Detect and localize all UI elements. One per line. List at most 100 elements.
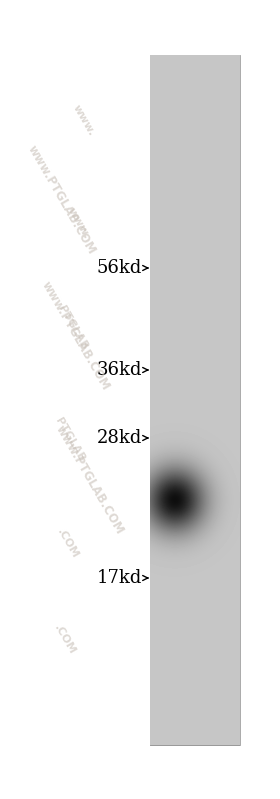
Bar (150, 586, 240, 590)
Bar (150, 255, 240, 258)
Text: .COM: .COM (52, 622, 77, 656)
Bar (150, 441, 240, 445)
Bar (150, 407, 240, 410)
Bar (150, 117, 240, 121)
Bar (150, 142, 240, 145)
Bar (150, 439, 240, 443)
Text: PTGLAB: PTGLAB (56, 304, 89, 352)
Bar (150, 642, 240, 645)
Bar (150, 168, 240, 171)
Bar (150, 82, 240, 86)
Bar (150, 650, 240, 654)
Bar (150, 359, 240, 362)
Bar (150, 333, 240, 336)
Bar (150, 304, 240, 307)
Bar (150, 618, 240, 622)
Bar (150, 234, 240, 237)
Bar (150, 85, 240, 88)
Bar (150, 453, 240, 456)
Bar (150, 704, 240, 707)
Bar (150, 251, 240, 254)
Bar (150, 331, 240, 334)
Bar (150, 423, 240, 427)
Bar (150, 152, 240, 155)
Bar (150, 681, 240, 684)
Bar (150, 710, 240, 714)
Bar (150, 119, 240, 123)
Bar (150, 386, 240, 389)
Text: www.: www. (66, 206, 91, 241)
Bar (150, 121, 240, 125)
Bar (150, 419, 240, 422)
Bar (150, 241, 240, 244)
Bar (150, 552, 240, 555)
Bar (150, 207, 240, 210)
Bar (150, 506, 240, 509)
Bar (150, 676, 240, 679)
Bar (150, 529, 240, 532)
Bar (150, 193, 240, 197)
Bar (150, 671, 240, 674)
Bar (150, 469, 240, 472)
Bar (150, 455, 240, 459)
Bar (150, 658, 240, 661)
Bar (150, 173, 240, 176)
Bar (150, 427, 240, 431)
Bar (150, 437, 240, 440)
Bar (150, 538, 240, 541)
Bar (150, 568, 240, 571)
Bar (150, 232, 240, 236)
Bar (150, 561, 240, 564)
Bar (150, 92, 240, 95)
Bar (150, 129, 240, 132)
Bar (150, 733, 240, 737)
Bar (150, 103, 240, 106)
Bar (150, 702, 240, 705)
Bar (150, 579, 240, 582)
Bar (150, 669, 240, 673)
Bar (150, 527, 240, 530)
Bar (150, 191, 240, 194)
Bar (150, 476, 240, 479)
Bar (150, 271, 240, 275)
Bar (150, 315, 240, 318)
Bar (150, 573, 240, 576)
Bar (150, 349, 240, 352)
Bar (150, 205, 240, 208)
Bar (150, 425, 240, 428)
Bar (150, 610, 240, 613)
Bar (150, 467, 240, 470)
Bar (150, 126, 240, 129)
Bar (150, 370, 240, 373)
Bar (150, 165, 240, 169)
Bar (150, 446, 240, 449)
Bar (150, 706, 240, 710)
Bar (150, 288, 240, 291)
Bar (150, 269, 240, 272)
Bar (150, 513, 240, 516)
Bar (150, 136, 240, 139)
Bar (150, 317, 240, 320)
Bar (150, 137, 240, 141)
Bar (150, 365, 240, 369)
Bar (150, 718, 240, 721)
Bar (150, 639, 240, 642)
Bar (150, 195, 240, 199)
Bar (150, 345, 240, 348)
Bar (150, 154, 240, 157)
Bar (150, 322, 240, 325)
Bar (150, 301, 240, 304)
Bar (150, 459, 240, 463)
Bar (150, 289, 240, 293)
Bar (150, 637, 240, 640)
Bar (150, 632, 240, 635)
Bar (150, 534, 240, 537)
Bar (150, 58, 240, 61)
Bar (150, 170, 240, 173)
Bar (150, 124, 240, 127)
Bar (150, 276, 240, 279)
Bar (150, 674, 240, 677)
Bar (150, 628, 240, 631)
Bar (150, 218, 240, 221)
Bar (150, 531, 240, 535)
